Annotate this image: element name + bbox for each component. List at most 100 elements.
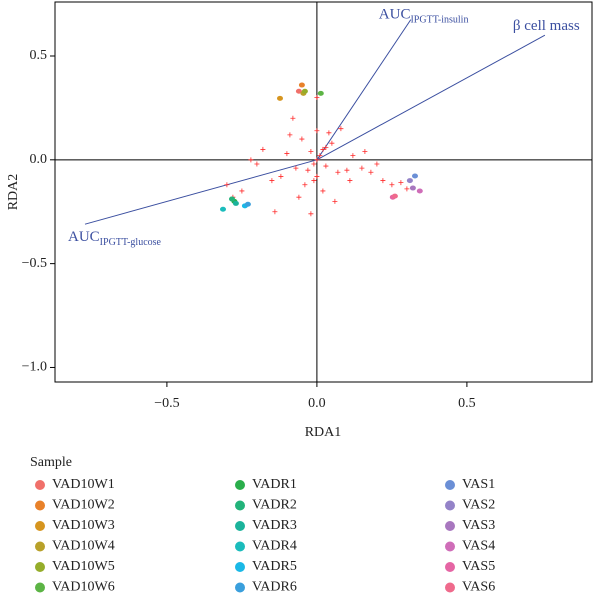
y-tick-label: −1.0 xyxy=(22,360,47,375)
species-cross xyxy=(314,95,320,101)
x-axis-label: RDA1 xyxy=(305,425,342,440)
legend-swatch xyxy=(35,480,45,490)
sample-point xyxy=(317,90,324,96)
legend-label: VAS4 xyxy=(462,539,495,554)
legend-swatch xyxy=(235,541,245,552)
legend-swatch xyxy=(235,521,245,531)
species-cross xyxy=(272,209,278,215)
species-cross xyxy=(398,180,404,186)
legend-label: VAD10W6 xyxy=(52,580,115,595)
legend-swatch xyxy=(445,500,455,511)
legend-swatch xyxy=(235,480,245,490)
species-cross xyxy=(269,178,275,184)
y-tick-label: 0.5 xyxy=(30,48,48,63)
species-cross xyxy=(335,169,341,175)
sample-point xyxy=(406,178,413,184)
plot-frame xyxy=(54,1,593,383)
species-cross xyxy=(293,165,299,171)
species-cross xyxy=(326,130,332,136)
species-cross xyxy=(350,153,356,159)
species-cross xyxy=(344,167,350,173)
biplot-arrow xyxy=(84,159,318,225)
species-cross xyxy=(260,146,266,152)
biplot-label: β cell mass xyxy=(513,19,580,35)
legend-title: Sample xyxy=(30,455,72,470)
legend-swatch xyxy=(445,521,455,531)
biplot-arrow xyxy=(316,19,412,161)
legend-label: VADR2 xyxy=(252,498,297,513)
biplot-label: AUCIPGTT-glucose xyxy=(68,230,162,249)
legend-label: VADR3 xyxy=(252,518,297,533)
species-cross xyxy=(332,198,338,204)
species-cross xyxy=(239,188,245,194)
legend-label: VAS1 xyxy=(462,477,495,492)
species-cross xyxy=(302,182,308,188)
species-cross xyxy=(320,146,326,152)
species-cross xyxy=(311,161,317,167)
sample-point xyxy=(412,173,418,179)
sample-point xyxy=(220,206,226,212)
sample-point xyxy=(298,82,305,88)
legend-swatch xyxy=(445,582,455,593)
legend-label: VAD10W1 xyxy=(52,477,115,492)
species-cross xyxy=(224,182,230,188)
legend-swatch xyxy=(35,582,45,593)
legend-label: VAD10W5 xyxy=(52,559,115,574)
species-cross xyxy=(323,144,329,150)
legend-label: VAD10W3 xyxy=(52,518,115,533)
legend-label: VADR4 xyxy=(252,539,297,554)
legend-label: VADR6 xyxy=(252,580,297,595)
biplot-label-sub: IPGTT-glucose xyxy=(100,237,162,248)
species-cross xyxy=(338,126,344,132)
sample-point xyxy=(391,193,398,199)
legend-label: VAD10W2 xyxy=(52,498,115,513)
legend-swatch xyxy=(445,480,455,490)
legend-swatch xyxy=(35,541,45,552)
sample-point xyxy=(232,200,239,206)
species-cross xyxy=(308,149,314,155)
species-cross xyxy=(317,153,323,159)
legend-swatch xyxy=(445,562,455,572)
biplot-label-main: β cell mass xyxy=(513,19,580,35)
legend-swatch xyxy=(35,521,45,531)
y-tick-label: −0.5 xyxy=(22,256,47,271)
species-cross xyxy=(299,136,305,142)
species-cross xyxy=(287,132,293,138)
y-tick-label: 0.0 xyxy=(30,152,48,167)
species-cross xyxy=(314,173,320,179)
species-cross xyxy=(320,188,326,194)
y-axis-label: RDA2 xyxy=(6,174,21,211)
species-cross xyxy=(362,149,368,155)
sample-point xyxy=(301,88,308,94)
biplot-label: AUCIPGTT-insulin xyxy=(379,7,469,26)
sample-point xyxy=(277,95,283,101)
legend-label: VADR1 xyxy=(252,477,297,492)
x-tick-label: 0.0 xyxy=(308,396,326,411)
sample-point xyxy=(229,196,235,202)
biplot-label-main: AUC xyxy=(379,7,411,23)
species-cross xyxy=(359,165,365,171)
legend-swatch xyxy=(235,582,245,593)
biplot-label-sub: IPGTT-insulin xyxy=(410,15,468,26)
legend-swatch xyxy=(445,541,455,552)
biplot-label-main: AUC xyxy=(68,230,100,246)
legend-label: VAS2 xyxy=(462,498,495,513)
legend-label: VAS5 xyxy=(462,559,495,574)
species-cross xyxy=(404,186,410,192)
legend-label: VAD10W4 xyxy=(52,539,115,554)
species-cross xyxy=(347,178,353,184)
species-cross xyxy=(311,178,317,184)
sample-point xyxy=(244,201,251,207)
sample-point xyxy=(295,88,302,94)
x-tick-label: 0.5 xyxy=(458,396,476,411)
legend-swatch xyxy=(35,562,45,572)
legend-swatch xyxy=(35,500,45,511)
species-cross xyxy=(389,182,395,188)
species-cross xyxy=(284,151,290,157)
species-cross xyxy=(290,115,296,121)
species-cross xyxy=(248,157,254,163)
x-tick-label: −0.5 xyxy=(154,396,179,411)
legend-label: VADR5 xyxy=(252,559,297,574)
species-cross xyxy=(254,161,260,167)
